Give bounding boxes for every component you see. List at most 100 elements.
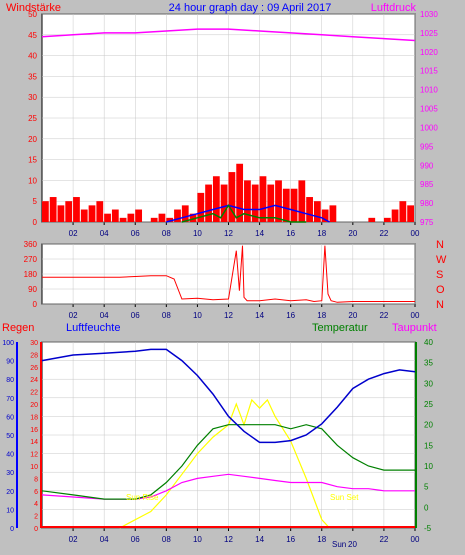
rain-axis-label: 8	[34, 476, 38, 483]
wind-speed-bar	[313, 201, 321, 222]
wind-speed-bar	[244, 180, 251, 222]
wind-speed-bar	[275, 180, 282, 222]
wind-speed-bar	[65, 201, 73, 222]
temperature-axis-label: 15	[424, 441, 433, 450]
direction-axis-label: 270	[24, 255, 38, 264]
temperature-label: Temperatur	[312, 322, 368, 334]
wind-blue-line	[166, 204, 330, 223]
dewpoint-line	[41, 473, 415, 500]
temperature-axis-label: 35	[424, 359, 433, 368]
x-tick-label: 22	[379, 311, 388, 320]
humidity-axis-label: 0	[10, 526, 14, 533]
x-tick-label: 12	[224, 229, 233, 238]
x-tick-label: 10	[193, 229, 202, 238]
pressure-axis-label: 1030	[420, 10, 438, 19]
rain-axis-label: 0	[34, 526, 38, 533]
x-tick-label: 04	[100, 535, 109, 544]
pressure-axis-label: 975	[420, 218, 434, 227]
data-series	[41, 28, 416, 529]
temperature-axis-label: -5	[424, 524, 432, 533]
wind-speed-bar	[290, 188, 298, 222]
wind-axis-label: 45	[28, 31, 37, 40]
wind-speed-bar	[150, 217, 158, 222]
humidity-axis-label: 40	[6, 452, 14, 459]
wind-speed-bar	[329, 205, 337, 222]
x-tick-label: 20	[348, 311, 357, 320]
wind-axis-label: 10	[28, 176, 37, 185]
x-tick-label: 16	[286, 229, 295, 238]
pressure-axis-label: 980	[420, 199, 434, 208]
temperature-axis-label: 10	[424, 462, 433, 471]
x-tick-label: 02	[69, 229, 78, 238]
x-tick-label: 06	[131, 311, 140, 320]
wind-speed-bar	[80, 209, 88, 222]
pressure-axis-label: 1020	[420, 48, 438, 57]
humidity-axis-label: 50	[6, 433, 14, 440]
wind-speed-bar	[181, 205, 189, 222]
x-tick-label: 08	[162, 229, 171, 238]
wind-green-line	[181, 203, 307, 223]
x-tick-label: 08	[162, 535, 171, 544]
direction-axis-label: 360	[24, 240, 38, 249]
pressure-axis-label: 990	[420, 161, 434, 170]
wind-speed-bar	[306, 197, 313, 222]
direction-axis-label: 0	[33, 300, 38, 309]
wind-speed-bar	[220, 184, 228, 222]
sunrise-label: Sun Rise	[126, 493, 159, 502]
direction-axis-label: 90	[28, 285, 37, 294]
temperature-axis-label: 30	[424, 379, 433, 388]
x-tick-label: 06	[131, 535, 140, 544]
wind-speed-bar	[57, 205, 65, 222]
compass-label: W	[436, 254, 447, 266]
pressure-line	[41, 28, 416, 42]
wind-speed-bar	[104, 213, 111, 222]
pressure-axis-label: 985	[420, 180, 434, 189]
x-tick-label: 02	[69, 311, 78, 320]
rain-axis-label: 26	[30, 365, 38, 372]
wind-speed-bar	[158, 213, 166, 222]
rain-axis-label: 28	[30, 352, 38, 359]
x-tick-label: 04	[100, 229, 109, 238]
bottom-sun-label: Sun	[332, 540, 346, 549]
temperature-axis-label: 20	[424, 421, 433, 430]
wind-strength-title: Windstärke	[6, 2, 61, 14]
rain-axis-label: 10	[30, 464, 38, 471]
wind-axis-label: 15	[28, 156, 37, 165]
x-tick-label: 10	[193, 535, 202, 544]
wind-axis-label: 25	[28, 114, 37, 123]
rain-axis-label: 22	[30, 390, 38, 397]
x-tick-label: 00	[411, 229, 420, 238]
wind-axis-label: 35	[28, 72, 37, 81]
compass-label: N	[436, 299, 444, 311]
x-tick-label: 02	[69, 535, 78, 544]
wind-speed-bar	[298, 180, 306, 222]
wind-speed-bar	[251, 184, 259, 222]
wind-axis-label: 40	[28, 52, 37, 61]
temperature-axis-label: 5	[424, 483, 429, 492]
wind-speed-bar	[259, 176, 267, 222]
pressure-axis-label: 1015	[420, 67, 438, 76]
x-tick-label: 16	[286, 535, 295, 544]
x-tick-label: 04	[100, 311, 109, 320]
wind-axis-label: 20	[28, 135, 37, 144]
sunset-label: Sun Set	[330, 493, 359, 502]
wind-speed-bar	[212, 176, 220, 222]
pressure-axis-label: 1005	[420, 105, 438, 114]
temperature-axis-label: 40	[424, 338, 433, 347]
wind-speed-bar	[399, 201, 407, 222]
wind-speed-bar	[135, 209, 143, 222]
rain-axis-label: 30	[30, 340, 38, 347]
humidity-label: Luftfeuchte	[66, 322, 120, 334]
pressure-axis-label: 1000	[420, 123, 438, 132]
wind-speed-bar	[127, 213, 135, 222]
x-tick-label: 22	[379, 535, 388, 544]
wind-speed-bar	[368, 217, 376, 222]
temperature-line	[41, 424, 415, 500]
direction-axis-label: 180	[24, 270, 38, 279]
humidity-axis-label: 30	[6, 470, 14, 477]
x-tick-label: 12	[224, 535, 233, 544]
rain-axis-label: 12	[30, 452, 38, 459]
